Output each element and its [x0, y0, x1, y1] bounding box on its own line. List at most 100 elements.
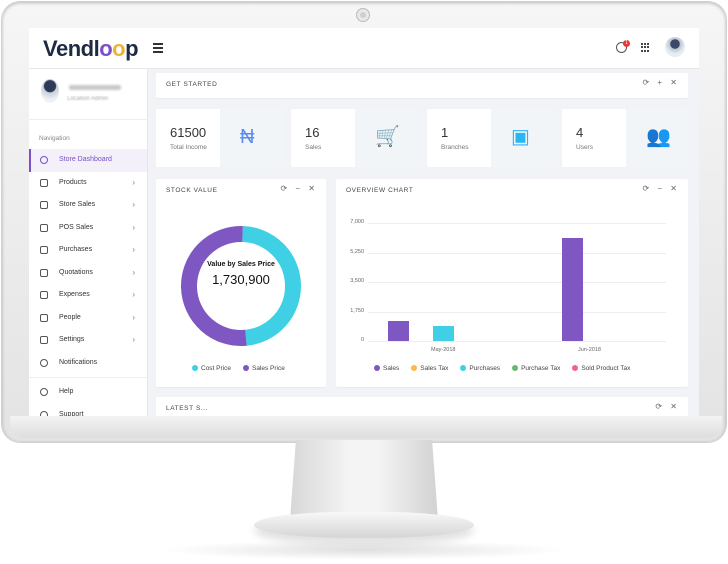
bell-icon	[40, 358, 48, 367]
stat-icon-box: ▣	[491, 109, 553, 167]
legend-item[interactable]: Cost Price	[192, 365, 231, 372]
card-tools[interactable]: ⟳ − ✕	[642, 184, 680, 193]
sidebar-item-label: Products	[59, 178, 87, 186]
chevron-right-icon: ›	[132, 335, 135, 344]
stat-label: Total Income	[170, 144, 207, 151]
legend-item[interactable]: Purchase Tax	[512, 365, 560, 372]
help-icon	[40, 388, 48, 396]
user-role: Location Admin	[67, 96, 109, 102]
app-screen: Vendloop 1 Location Admin Navigation Sto…	[29, 28, 699, 416]
grid-line	[368, 223, 666, 224]
camera-icon	[356, 8, 370, 22]
sidebar-item-label: Store Sales	[59, 201, 96, 208]
nav-title: Navigation	[39, 135, 70, 142]
user-avatar	[41, 79, 59, 103]
bar-sales[interactable]	[388, 320, 409, 341]
get-started-panel: GET STARTED ⟳ + ✕	[156, 73, 688, 98]
overview-chart-card: OVERVIEW CHART ⟳ − ✕ 7,000 5,250 3,500 1,75…	[336, 179, 688, 387]
notification-badge: 1	[623, 40, 630, 47]
sidebar-item-help[interactable]: Help	[29, 381, 147, 404]
stat-card-total-income[interactable]: 61500 Total Income ₦	[156, 109, 282, 167]
stock-donut-chart	[181, 226, 301, 346]
donut-center-label: Value by Sales Price	[207, 261, 275, 268]
cart-plus-icon: 🛒	[375, 126, 400, 148]
clock-icon[interactable]	[616, 42, 627, 53]
chevron-right-icon: ›	[132, 267, 135, 277]
legend-item[interactable]: Purchases	[460, 365, 500, 372]
y-tick-label: 3,500	[350, 278, 364, 284]
panel-tools[interactable]: ⟳ ✕	[655, 402, 680, 411]
sidebar-item-label: Settings	[59, 336, 85, 343]
chevron-right-icon: ›	[132, 200, 135, 209]
chevron-right-icon: ›	[132, 312, 135, 322]
legend-item[interactable]: Sales	[374, 365, 399, 372]
sidebar-item-notifications[interactable]: Notifications	[29, 352, 147, 375]
sidebar-item-label: Notifications	[59, 358, 98, 366]
stat-card-sales[interactable]: 16 Sales 🛒	[291, 109, 417, 167]
stat-label: Users	[576, 144, 593, 151]
sidebar-item-products[interactable]: Products ›	[29, 172, 147, 195]
stat-value: 1	[441, 125, 449, 140]
donut-center-value: 1,730,900	[212, 272, 270, 287]
y-tick-label: 0	[360, 337, 364, 343]
grid-line	[368, 252, 666, 254]
stat-card-users[interactable]: 4 Users 👥	[562, 109, 688, 167]
store-icon: ▣	[511, 126, 530, 148]
sidebar-item-settings[interactable]: Settings ›	[29, 329, 147, 352]
sidebar-item-people[interactable]: People ›	[29, 307, 147, 330]
legend-item[interactable]: Sales Price	[242, 365, 285, 372]
stat-icon-box: 👥	[626, 109, 688, 167]
sidebar-user[interactable]: Location Admin	[29, 69, 147, 120]
sidebar-item-store-dashboard[interactable]: Store Dashboard	[29, 149, 147, 172]
panel-title: GET STARTED	[166, 81, 218, 88]
donut-legend: Cost Price Sales Price	[192, 365, 297, 372]
stat-label: Branches	[441, 144, 469, 151]
bag-icon	[40, 246, 48, 254]
x-tick-label: Jun-2018	[578, 347, 601, 353]
sidebar-item-pos-sales[interactable]: POS Sales ›	[29, 217, 147, 240]
donut-slice-sales-price[interactable]	[181, 226, 247, 346]
y-tick-label: 1,750	[350, 307, 364, 314]
panel-title: LATEST S...	[166, 405, 209, 412]
avatar[interactable]	[665, 37, 685, 57]
sidebar-item-purchases[interactable]: Purchases ›	[29, 239, 147, 262]
stat-icon-box: 🛒	[355, 109, 417, 167]
y-tick-label: 7,000	[350, 219, 364, 225]
overview-bar-chart: 7,000 5,250 3,500 1,750 0 May-2018 Jun-2018	[336, 179, 688, 387]
x-tick-label: May-2018	[431, 347, 456, 353]
stand-shadow	[160, 540, 568, 560]
sidebar-item-expenses[interactable]: Expenses ›	[29, 284, 147, 307]
sidebar-item-store-sales[interactable]: Store Sales ›	[29, 194, 147, 217]
stat-icon-box: ₦	[220, 109, 282, 167]
dashboard-icon	[40, 156, 48, 164]
grid-line	[368, 341, 666, 342]
apps-grid-icon[interactable]	[641, 43, 650, 52]
sidebar: Location Admin Navigation Store Dashboar…	[29, 69, 148, 416]
sidebar-item-quotations[interactable]: Quotations ›	[29, 262, 147, 285]
monitor-stand-neck	[290, 440, 438, 520]
monitor-stand-base	[254, 512, 474, 538]
sidebar-item-support[interactable]: Support	[29, 404, 147, 417]
stat-card-branches[interactable]: 1 Branches ▣	[427, 109, 553, 167]
legend-item[interactable]: Sold Product Tax	[572, 365, 630, 372]
bar-purchases[interactable]	[433, 325, 454, 341]
folder-icon	[40, 291, 48, 299]
latest-panel: LATEST S... ⟳ ✕	[156, 397, 688, 416]
card-tools[interactable]: ⟳ − ✕	[280, 184, 318, 193]
edit-icon	[40, 268, 48, 277]
chevron-right-icon: ›	[132, 177, 135, 187]
bar-sales[interactable]	[562, 238, 583, 341]
sidebar-item-label: Store Dashboard	[59, 156, 112, 163]
legend-item[interactable]: Sales Tax	[411, 365, 448, 372]
sidebar-item-label: Support	[59, 410, 84, 417]
monitor-frame: Vendloop 1 Location Admin Navigation Sto…	[2, 2, 726, 442]
sidebar-item-label: Help	[59, 388, 74, 395]
stock-value-card: STOCK VALUE ⟳ − ✕ Value by Sales Price 1…	[156, 179, 326, 387]
sidebar-item-label: Expenses	[59, 291, 90, 298]
donut-slice-cost-price[interactable]	[242, 226, 301, 346]
panel-tools[interactable]: ⟳ + ✕	[642, 78, 680, 87]
menu-icon[interactable]	[153, 43, 163, 55]
logo[interactable]: Vendloop	[43, 36, 139, 61]
chevron-right-icon: ›	[132, 222, 135, 232]
sidebar-item-label: POS Sales	[59, 223, 94, 231]
